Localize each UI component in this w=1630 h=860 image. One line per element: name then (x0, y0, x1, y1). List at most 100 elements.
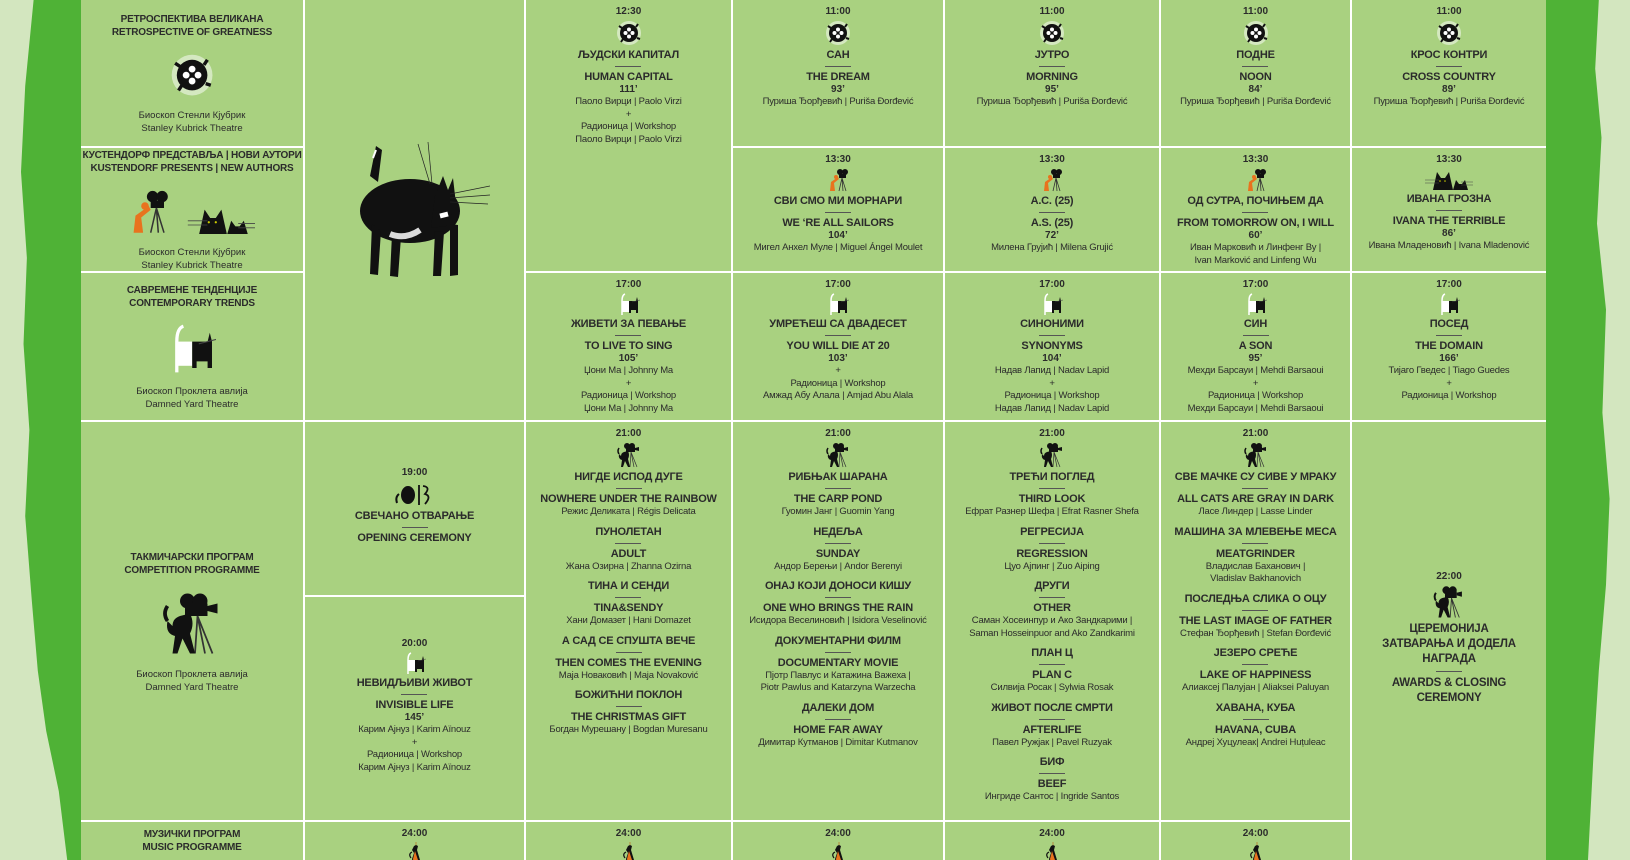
film-title-en: ADULT (610, 547, 647, 560)
film-title-sr: БИФ (1039, 756, 1065, 768)
film-title-en: TO LIVE TO SING (584, 340, 673, 352)
event-time: 19:00 (401, 467, 428, 478)
film-entry: ОНАЈ КОЈИ ДОНОСИ КИШУ ONE WHO BRINGS THE … (749, 580, 927, 628)
film-credit-line: Паоло Вирци | Paolo Virzi (575, 133, 682, 145)
film-title-sr: РИБЊАК ШАРАНА (788, 471, 888, 483)
venue-sr: Биоскоп Проклета авлија (136, 385, 248, 397)
film-title-sr: СВЕ МАЧКЕ СУ СИВЕ У МРАКУ (1174, 471, 1337, 483)
title-divider (1242, 718, 1269, 720)
title-divider (1039, 664, 1065, 665)
film-title-en: MEATGRINDER (1216, 547, 1295, 560)
cat-with-camera-icon (1243, 442, 1269, 468)
film-credit-line: Радионица | Workshop (1207, 390, 1304, 401)
event-time: 21:00 (825, 428, 851, 439)
title-divider (1436, 670, 1462, 672)
orange-cat-icon (621, 842, 637, 860)
film-credit-line: Радионица | Workshop (790, 377, 886, 389)
cat-with-camera-icon (1039, 442, 1065, 468)
title-divider (1038, 335, 1065, 336)
venue-en: Damned Yard Theatre (145, 398, 239, 410)
film-title-en: THIRD LOOK (1018, 493, 1086, 505)
event-cell: 24:00 (526, 822, 731, 860)
title-divider (1242, 664, 1269, 665)
film-title-sr: ТРЕЋИ ПОГЛЕД (1009, 471, 1095, 483)
event-cell: 21:00 РИБЊАК ШАРАНА THE CARP POND Гуомин Ја… (733, 422, 943, 820)
film-title-sr: ПЛАН Ц (1031, 647, 1073, 659)
film-duration: 86’ (1442, 228, 1456, 239)
title-divider (824, 542, 851, 544)
green-paint-stripe-right (1543, 0, 1610, 860)
title-divider (1038, 597, 1065, 598)
film-credit-line: Амжад Абу Алала | Amjad Abu Alala (763, 390, 913, 401)
orange-cat-icon (1248, 842, 1264, 860)
film-credit-line: Цуо Ајпинг | Zuo Aiping (1004, 560, 1100, 572)
film-credit-line: + (835, 365, 841, 376)
film-title-en: THE LAST IMAGE OF FATHER (1179, 614, 1332, 627)
film-duration: 60’ (1248, 230, 1263, 241)
film-entry: СВИ СМО МИ МОРНАРИ WE ‘RE ALL SAILORS 104’… (754, 195, 923, 255)
film-credit-line: Паоло Вирци | Paolo Virzi (575, 96, 682, 107)
film-title-sr: ПУНОЛЕТАН (595, 525, 662, 538)
section-title-sr: ТАКМИЧАРСКИ ПРОГРАМ (130, 551, 254, 563)
title-divider (1039, 773, 1065, 774)
orange-cat-icon (830, 842, 846, 860)
section-title-sr: МУЗИЧКИ ПРОГРАМ (143, 829, 241, 840)
film-entry: ЖИВЕТИ ЗА ПЕВАЊЕ TO LIVE TO SING 105’ Џони … (571, 318, 686, 415)
event-time: 24:00 (401, 828, 428, 839)
film-credit-line: Алиаксеј Палујан | Aliaksei Paluyan (1181, 682, 1329, 693)
film-title-sr: ПОСЛЕДЊА СЛИКА О ОЦУ (1184, 592, 1327, 605)
film-entry: ХАВАНА, КУБА HAVANA, CUBA Андреј Хуцулеак|… (1186, 702, 1326, 750)
title-divider (1242, 66, 1269, 67)
two-black-cats-icon (1423, 168, 1475, 190)
title-divider (1435, 210, 1462, 211)
section-title-en: COMPETITION PROGRAMME (124, 564, 260, 576)
title-divider (1435, 335, 1462, 336)
film-duration: 145’ (404, 712, 425, 723)
film-entry: ПЛАН Ц PLAN C Силвија Росак | Sylwia Rosak (991, 647, 1114, 695)
film-duration: 95’ (1248, 353, 1263, 364)
film-entry: НЕВИДЉИВИ ЖИВОТ INVISIBLE LIFE 145’ Карим А… (357, 677, 473, 774)
title-divider (615, 597, 642, 598)
film-title-en: TINA&SENDY (593, 602, 664, 614)
event-time: 24:00 (615, 828, 642, 839)
film-title-sr: САН (826, 49, 850, 61)
film-entry: ЦЕРЕМОНИЈА ЗАТВАРАЊА И ДОДЕЛА НАГРАДА AWA… (1374, 622, 1524, 706)
title-divider (1242, 212, 1269, 213)
film-entry: БИФ BEEF Ингриде Сантос | Ingride Santos (985, 756, 1119, 804)
film-entry: ЖИВОТ ПОСЛЕ СМРТИ AFTERLIFE Павел Ружјак |… (991, 702, 1113, 750)
film-title-en: HUMAN CAPITAL (584, 71, 673, 83)
film-title-sr: ПОСЕД (1429, 318, 1469, 330)
film-reel-icon (1436, 20, 1462, 46)
film-credit-line: Богдан Мурешану | Bogdan Muresanu (549, 724, 708, 735)
event-cell: 22:00 ЦЕРЕМОНИЈА ЗАТВАРАЊА И ДОДЕЛА НАГРА… (1352, 422, 1546, 860)
film-duration: 72’ (1045, 230, 1059, 241)
cameraman-and-cats-icon (126, 189, 258, 235)
film-credit-line: Андреј Хуцулеак| Andrei Huțuleac (1185, 736, 1326, 748)
event-cell: 20:00 НЕВИДЉИВИ ЖИВОТ INVISIBLE LIFE 145’ Ка… (305, 597, 524, 820)
section-contemporary: САВРЕМЕНЕ ТЕНДЕНЦИЈЕ CONTEMPORARY TRENDS Б… (81, 273, 303, 420)
film-entry: ПУНОЛЕТАН ADULT Жана Озирна | Zhanna Ozirn… (566, 525, 692, 574)
film-entry: ОД СУТРА, ПОЧИЊЕМ ДА FROM TOMORROW ON, I … (1177, 195, 1334, 267)
film-credit-line: Радионица | Workshop (1004, 390, 1100, 401)
event-cell: 11:00 КРОС КОНТРИ CROSS COUNTRY 89’ Пуриша Ђ… (1352, 0, 1546, 146)
film-title-sr: ЉУДСКИ КАПИТАЛ (577, 49, 680, 61)
title-divider (615, 66, 642, 67)
event-time: 24:00 (825, 828, 851, 839)
film-entry: МАШИНА ЗА МЛЕВЕЊЕ МЕСА MEATGRINDER Владисл… (1174, 526, 1336, 586)
film-title-sr: НЕВИДЉИВИ ЖИВОТ (356, 677, 473, 689)
film-entry: ДОКУМЕНТАРНИ ФИЛМ DOCUMENTARY MOVIE Пјотр … (761, 635, 916, 695)
film-entry: ПОДНЕ NOON 84’ Пуриша Ђорђевић | Puriša Đor… (1180, 49, 1331, 109)
black-white-cat-icon (827, 293, 850, 315)
title-divider (401, 527, 428, 528)
event-cell: 12:30 ЉУДСКИ КАПИТАЛ HUMAN CAPITAL 111’ Паол… (526, 0, 731, 271)
film-title-sr: МАШИНА ЗА МЛЕВЕЊЕ МЕСА (1174, 525, 1337, 538)
film-entry: СВЕ МАЧКЕ СУ СИВЕ У МРАКУ ALL CATS ARE GR… (1174, 471, 1337, 519)
film-duration: 103’ (828, 353, 848, 364)
section-title-en: CONTEMPORARY TRENDS (129, 298, 255, 310)
section-competition: ТАКМИЧАРСКИ ПРОГРАМ COMPETITION PROGRAMME… (81, 422, 303, 820)
event-time: 24:00 (1242, 828, 1269, 839)
title-divider (1038, 718, 1065, 720)
title-divider (1242, 609, 1269, 611)
film-title-en: MORNING (1026, 71, 1078, 83)
section-title-en: MUSIC PROGRAMME (142, 842, 242, 853)
